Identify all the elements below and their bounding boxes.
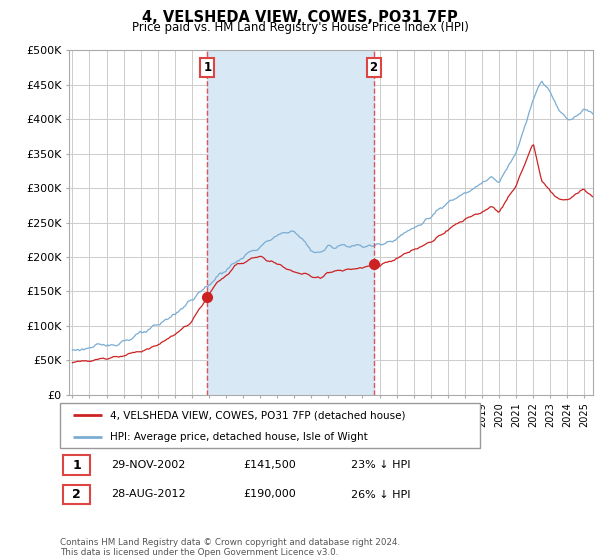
- Text: 29-NOV-2002: 29-NOV-2002: [111, 460, 185, 470]
- Text: 1: 1: [203, 60, 211, 74]
- Text: 2: 2: [370, 60, 377, 74]
- Text: 4, VELSHEDA VIEW, COWES, PO31 7FP: 4, VELSHEDA VIEW, COWES, PO31 7FP: [142, 10, 458, 25]
- Text: 23% ↓ HPI: 23% ↓ HPI: [351, 460, 410, 470]
- Text: £141,500: £141,500: [243, 460, 296, 470]
- Text: 28-AUG-2012: 28-AUG-2012: [111, 489, 185, 500]
- FancyBboxPatch shape: [62, 455, 91, 475]
- Bar: [208, 50, 374, 395]
- FancyBboxPatch shape: [62, 484, 91, 505]
- FancyBboxPatch shape: [60, 403, 480, 448]
- Text: 26% ↓ HPI: 26% ↓ HPI: [351, 489, 410, 500]
- Text: 4, VELSHEDA VIEW, COWES, PO31 7FP (detached house): 4, VELSHEDA VIEW, COWES, PO31 7FP (detac…: [110, 410, 406, 421]
- Text: 2: 2: [72, 488, 81, 501]
- Text: HPI: Average price, detached house, Isle of Wight: HPI: Average price, detached house, Isle…: [110, 432, 368, 442]
- Text: Contains HM Land Registry data © Crown copyright and database right 2024.
This d: Contains HM Land Registry data © Crown c…: [60, 538, 400, 557]
- Text: Price paid vs. HM Land Registry's House Price Index (HPI): Price paid vs. HM Land Registry's House …: [131, 21, 469, 34]
- Text: 1: 1: [72, 459, 81, 472]
- Text: £190,000: £190,000: [243, 489, 296, 500]
